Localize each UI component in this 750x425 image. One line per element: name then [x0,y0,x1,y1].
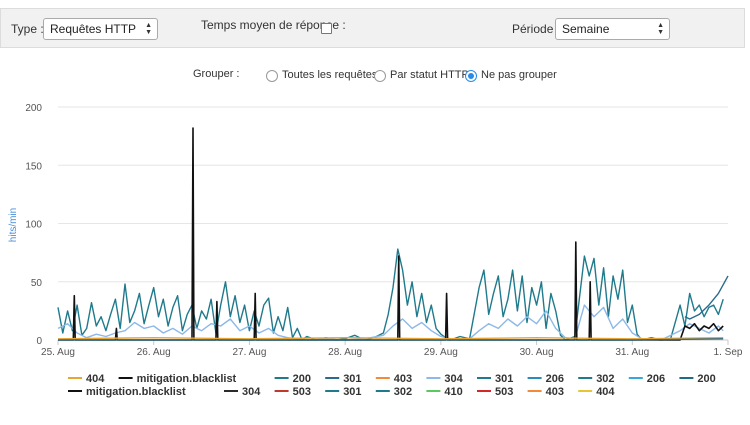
radio-all-requests[interactable] [266,70,278,82]
radio-all-requests-label[interactable]: Toutes les requêtes [282,69,378,81]
y-tick-label: 100 [25,220,42,231]
legend-item-label[interactable]: 301 [343,373,361,385]
legend-item-label[interactable]: 206 [546,373,564,385]
y-axis-label: hits/min [8,208,19,242]
series-line-200[interactable] [684,275,729,320]
series-line-404[interactable] [57,337,724,340]
legend-item-label[interactable]: 301 [495,373,513,385]
x-tick-label: 28. Aug [328,347,362,358]
avg-response-label: Temps moyen de réponse : [201,18,346,32]
radio-no-group-label[interactable]: Ne pas grouper [481,69,557,81]
select-arrows-icon: ▲ ▼ [145,22,152,36]
series-line-200[interactable] [57,248,724,341]
x-tick-label: 31. Aug [615,347,649,358]
legend-item-label[interactable]: 404 [86,373,105,385]
type-select-value: Requêtes HTTP [50,22,137,36]
radio-by-status[interactable] [374,70,386,82]
legend-item-label[interactable]: 304 [444,373,463,385]
x-tick-label: 1. Sep [714,347,743,358]
legend-item-label[interactable]: 206 [647,373,665,385]
legend-item-label[interactable]: 410 [444,386,462,398]
x-tick-label: 27. Aug [232,347,266,358]
legend-item-label[interactable]: mitigation.blacklist [86,386,186,398]
radio-by-status-label[interactable]: Par statut HTTP [390,69,469,81]
x-tick-label: 25. Aug [41,347,75,358]
period-label: Période : [512,22,561,36]
legend-item-label[interactable]: 403 [394,373,412,385]
y-tick-label: 200 [25,103,42,114]
series-line-304[interactable] [57,304,724,341]
filter-toolbar: Type : Requêtes HTTP ▲ ▼ Temps moyen de r… [0,8,745,48]
radio-no-group[interactable] [465,70,477,82]
period-select-value: Semaine [562,22,610,36]
legend-item-label[interactable]: 302 [394,386,412,398]
period-select[interactable]: Semaine ▲ ▼ [555,18,670,40]
series-line-301[interactable] [58,338,724,341]
y-tick-label: 50 [31,278,43,289]
legend-item-label[interactable]: 301 [343,386,361,398]
legend-item-label[interactable]: 304 [242,386,261,398]
x-tick-label: 29. Aug [424,347,458,358]
select-arrows-icon: ▲ ▼ [657,22,664,36]
legend-item-label[interactable]: 503 [495,386,513,398]
legend-item-label[interactable]: 200 [293,373,311,385]
legend-item-label[interactable]: mitigation.blacklist [137,373,237,385]
type-label: Type : [11,22,44,36]
legend-item-label[interactable]: 302 [596,373,614,385]
y-tick-label: 150 [25,161,42,172]
legend-item-label[interactable]: 503 [293,386,311,398]
type-select[interactable]: Requêtes HTTP ▲ ▼ [43,18,158,40]
y-tick-label: 0 [36,336,42,347]
avg-response-checkbox[interactable] [321,23,332,34]
x-tick-label: 26. Aug [137,347,171,358]
legend-item-label[interactable]: 404 [596,386,615,398]
group-label: Grouper : [193,68,240,80]
legend-item-label[interactable]: 403 [546,386,564,398]
legend-item-label[interactable]: 200 [697,373,715,385]
x-tick-label: 30. Aug [520,347,554,358]
